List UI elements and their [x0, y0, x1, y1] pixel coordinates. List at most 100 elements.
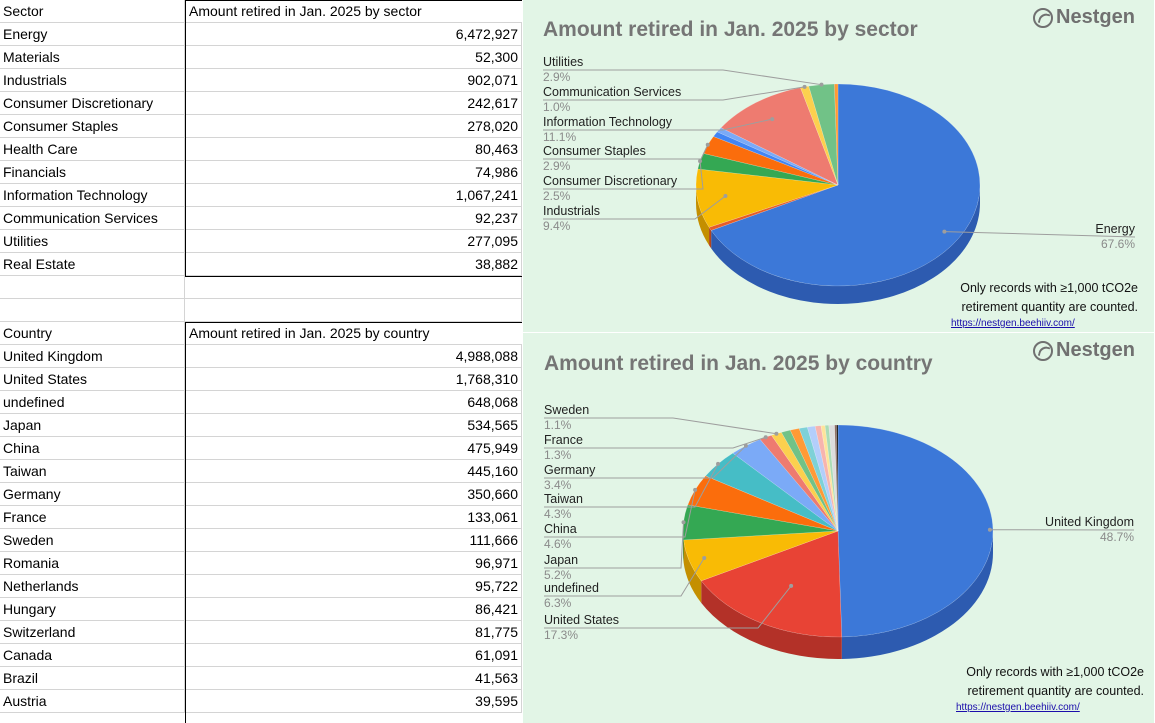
table-row[interactable]: United Kingdom 4,988,088 [0, 345, 522, 368]
table-row[interactable]: Consumer Discretionary 242,617 [0, 92, 522, 115]
sector-header-label[interactable]: Sector [0, 0, 185, 23]
leader-dot-utilities [819, 82, 824, 87]
table-row[interactable]: Industrials 902,071 [0, 69, 522, 92]
sector-amount-cell[interactable]: 242,617 [185, 92, 522, 115]
country-amount-cell[interactable]: 61,091 [185, 644, 522, 667]
table-row[interactable]: Netherlands 95,722 [0, 575, 522, 598]
sector-amount-cell[interactable]: 277,095 [185, 230, 522, 253]
country-amount-cell[interactable]: 648,068 [185, 391, 522, 414]
country-name-cell[interactable]: Netherlands [0, 575, 185, 598]
sector-amount-cell[interactable]: 278,020 [185, 115, 522, 138]
table-row[interactable]: Health Care 80,463 [0, 138, 522, 161]
table-row[interactable]: Sweden 111,666 [0, 529, 522, 552]
table-row[interactable]: Communication Services 92,237 [0, 207, 522, 230]
country-name-cell[interactable]: Hungary [0, 598, 185, 621]
sector-name-cell[interactable]: Energy [0, 23, 185, 46]
country-amount-cell[interactable]: 475,949 [185, 437, 522, 460]
country-amount-cell[interactable]: 350,660 [185, 483, 522, 506]
country-name-cell[interactable]: United States [0, 368, 185, 391]
table-row[interactable]: Energy 6,472,927 [0, 23, 522, 46]
sector-name-cell[interactable]: Information Technology [0, 184, 185, 207]
empty-row[interactable] [0, 299, 522, 322]
table-row[interactable]: Romania 96,971 [0, 552, 522, 575]
country-name-cell[interactable]: Canada [0, 644, 185, 667]
table-row[interactable]: Real Estate 38,882 [0, 253, 522, 276]
sector-amount-cell[interactable]: 1,067,241 [185, 184, 522, 207]
table-row[interactable]: Materials 52,300 [0, 46, 522, 69]
table-row[interactable]: Utilities 277,095 [0, 230, 522, 253]
country-amount-cell[interactable]: 4,988,088 [185, 345, 522, 368]
newsletter-link[interactable]: https://nestgen.beehiiv.com/ [956, 702, 1080, 713]
sector-chart-panel[interactable]: Amount retired in Jan. 2025 by sector Ene… [523, 0, 1154, 332]
sector-name-cell[interactable]: Consumer Discretionary [0, 92, 185, 115]
country-name-cell[interactable]: United Kingdom [0, 345, 185, 368]
label-taiwan: Taiwan [544, 492, 583, 506]
sector-amount-cell[interactable]: 6,472,927 [185, 23, 522, 46]
country-name-cell[interactable]: Brazil [0, 667, 185, 690]
sector-amount-cell[interactable]: 92,237 [185, 207, 522, 230]
country-header-amount[interactable]: Amount retired in Jan. 2025 by country [185, 322, 522, 345]
table-row[interactable]: undefined 648,068 [0, 391, 522, 414]
table-row[interactable]: Financials 74,986 [0, 161, 522, 184]
table-row[interactable]: Hungary 86,421 [0, 598, 522, 621]
country-name-cell[interactable]: undefined [0, 391, 185, 414]
country-chart-panel[interactable]: Amount retired in Jan. 2025 by country Un… [523, 333, 1154, 723]
table-row[interactable]: Switzerland 81,775 [0, 621, 522, 644]
table-row[interactable]: Consumer Staples 278,020 [0, 115, 522, 138]
sector-amount-cell[interactable]: 38,882 [185, 253, 522, 276]
country-name-cell[interactable]: Switzerland [0, 621, 185, 644]
country-name-cell[interactable]: Romania [0, 552, 185, 575]
country-amount-cell[interactable]: 96,971 [185, 552, 522, 575]
sector-name-cell[interactable]: Health Care [0, 138, 185, 161]
sector-name-cell[interactable]: Materials [0, 46, 185, 69]
country-amount-cell[interactable]: 111,666 [185, 529, 522, 552]
sector-amount-cell[interactable]: 902,071 [185, 69, 522, 92]
country-name-cell[interactable]: Germany [0, 483, 185, 506]
country-name-cell[interactable]: Sweden [0, 529, 185, 552]
country-amount-cell[interactable]: 534,565 [185, 414, 522, 437]
country-name-cell[interactable]: Austria [0, 690, 185, 713]
country-amount-cell[interactable]: 86,421 [185, 598, 522, 621]
table-row[interactable]: France 133,061 [0, 506, 522, 529]
leader-dot-japan [681, 520, 686, 525]
table-row[interactable]: Germany 350,660 [0, 483, 522, 506]
sector-amount-cell[interactable]: 74,986 [185, 161, 522, 184]
country-name-cell[interactable]: France [0, 506, 185, 529]
table-row[interactable]: Brazil 41,563 [0, 667, 522, 690]
table-row[interactable]: Japan 534,565 [0, 414, 522, 437]
sector-pie-chart: Amount retired in Jan. 2025 by sector Ene… [543, 18, 1136, 305]
country-name-cell[interactable]: China [0, 437, 185, 460]
table-row[interactable]: Canada 61,091 [0, 644, 522, 667]
country-amount-cell[interactable]: 1,768,310 [185, 368, 522, 391]
empty-row[interactable] [0, 276, 522, 299]
sector-name-cell[interactable]: Consumer Staples [0, 115, 185, 138]
pie-slice-undefined [683, 530, 839, 582]
newsletter-link[interactable]: https://nestgen.beehiiv.com/ [951, 318, 1075, 329]
sector-name-cell[interactable]: Real Estate [0, 253, 185, 276]
sector-name-cell[interactable]: Communication Services [0, 207, 185, 230]
sector-name-cell[interactable]: Financials [0, 161, 185, 184]
table-row[interactable]: Austria 39,595 [0, 690, 522, 713]
table-row[interactable]: China 475,949 [0, 437, 522, 460]
sector-amount-cell[interactable]: 52,300 [185, 46, 522, 69]
sector-header-row[interactable]: Sector Amount retired in Jan. 2025 by sec… [0, 0, 522, 23]
country-header-label[interactable]: Country [0, 322, 185, 345]
country-amount-cell[interactable]: 39,595 [185, 690, 522, 713]
country-amount-cell[interactable]: 41,563 [185, 667, 522, 690]
sector-name-cell[interactable]: Utilities [0, 230, 185, 253]
sector-header-amount[interactable]: Amount retired in Jan. 2025 by sector [185, 0, 522, 23]
country-header-row[interactable]: Country Amount retired in Jan. 2025 by co… [0, 322, 522, 345]
table-row[interactable]: Information Technology 1,067,241 [0, 184, 522, 207]
country-amount-cell[interactable]: 445,160 [185, 460, 522, 483]
sector-name-cell[interactable]: Industrials [0, 69, 185, 92]
pie-slice-other-2 [834, 424, 839, 532]
country-amount-cell[interactable]: 81,775 [185, 621, 522, 644]
sector-amount-cell[interactable]: 80,463 [185, 138, 522, 161]
table-row[interactable]: United States 1,768,310 [0, 368, 522, 391]
country-name-cell[interactable]: Japan [0, 414, 185, 437]
country-amount-cell[interactable]: 95,722 [185, 575, 522, 598]
table-row[interactable]: Taiwan 445,160 [0, 460, 522, 483]
country-name-cell[interactable]: Taiwan [0, 460, 185, 483]
country-amount-cell[interactable]: 133,061 [185, 506, 522, 529]
